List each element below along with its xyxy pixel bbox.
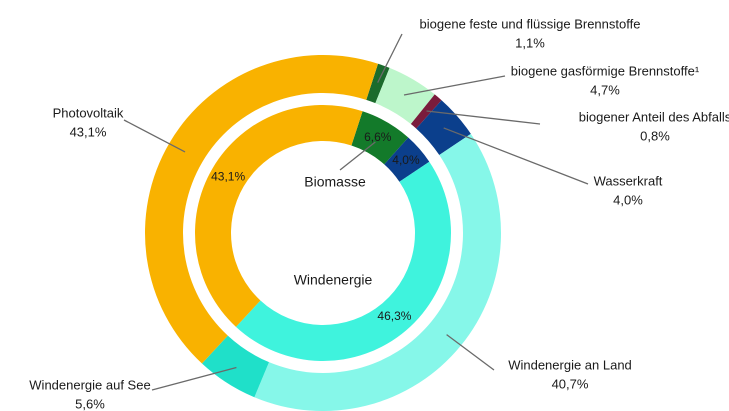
leader-line [123,119,186,153]
segment [201,335,270,398]
segment [351,111,409,165]
leader-line [446,334,495,371]
segment [410,94,442,129]
segment [366,63,390,104]
category-label: Windenergie [294,272,373,288]
value-label: 40,7% [552,376,589,391]
value-label: 43,1% [211,169,245,183]
value-label: 4,7% [590,82,620,97]
category-label: Windenergie an Land [508,357,632,372]
category-label: Photovoltaik [53,105,124,120]
value-label: 5,6% [75,396,105,411]
segment [145,55,379,364]
segment [384,137,430,182]
category-label: Wasserkraft [594,173,663,188]
category-label: Biomasse [304,174,366,190]
segment [235,161,451,361]
value-label: 43,1% [70,124,107,139]
leader-line [443,127,589,185]
segment [375,67,435,125]
category-label: biogener Anteil des Abfalls [579,109,729,124]
leader-line [377,33,403,83]
leader-line [151,366,237,391]
value-label: 4,0% [613,192,643,207]
value-label: 0,8% [640,128,670,143]
value-label: 1,1% [515,35,545,50]
value-label: 4,0% [392,153,420,167]
leader-line [339,141,376,171]
category-label: Windenergie auf See [29,377,150,392]
segment [195,104,363,327]
value-label: 46,3% [377,309,411,323]
leader-line [426,110,541,125]
value-label: 6,6% [364,130,392,144]
leader-line [403,75,506,96]
category-label: biogene feste und flüssige Brennstoffe [420,16,641,31]
segment [416,100,471,156]
category-label: biogene gasförmige Brennstoffe¹ [511,63,700,78]
segment [254,133,501,411]
